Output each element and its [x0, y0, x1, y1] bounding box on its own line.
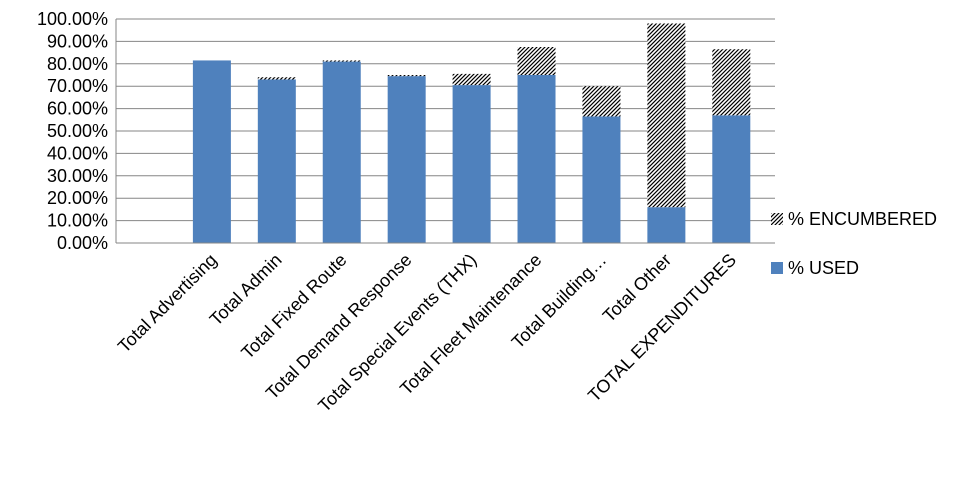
bar-encumbered — [257, 77, 296, 80]
bar-used — [647, 207, 686, 243]
bar-encumbered — [452, 73, 491, 86]
legend-swatch — [771, 213, 783, 225]
bar-used — [517, 75, 556, 243]
y-axis-tick-labels: 0.00%10.00% 20.00%30.00% 40.00%50.00%60.00… — [37, 9, 108, 253]
y-tick-label: 60.00% — [47, 99, 108, 119]
legend: % ENCUMBERED % USED — [771, 209, 937, 278]
y-tick-label: 30.00% — [47, 166, 108, 186]
legend-label: % USED — [788, 258, 859, 278]
bar-used — [712, 115, 751, 243]
y-tick-label: 10.00% — [47, 211, 108, 231]
bar-encumbered — [582, 86, 621, 117]
y-tick-label: 0.00% — [57, 233, 108, 253]
legend-swatch — [771, 262, 783, 274]
bars — [192, 23, 751, 244]
y-tick-label: 40.00% — [47, 143, 108, 163]
axes — [115, 19, 775, 244]
y-tick-label: 50.00% — [47, 121, 108, 141]
y-tick-label: 70.00% — [47, 76, 108, 96]
bar-used — [257, 79, 296, 243]
bar-used — [452, 85, 491, 243]
legend-label: % ENCUMBERED — [788, 209, 937, 229]
bar-used — [192, 60, 231, 243]
y-tick-label: 100.00% — [37, 9, 108, 29]
y-tick-label: 90.00% — [47, 31, 108, 51]
bar-used — [387, 76, 426, 244]
bar-encumbered — [517, 47, 556, 75]
bar-encumbered — [387, 75, 426, 77]
bar-encumbered — [647, 23, 686, 208]
bar-used — [582, 116, 621, 243]
bar-used — [322, 61, 361, 244]
y-tick-label: 20.00% — [47, 188, 108, 208]
y-tick-label: 80.00% — [47, 54, 108, 74]
bar-encumbered — [712, 49, 751, 116]
bar-encumbered — [322, 60, 361, 62]
category-label: Total Advertising — [114, 250, 221, 357]
